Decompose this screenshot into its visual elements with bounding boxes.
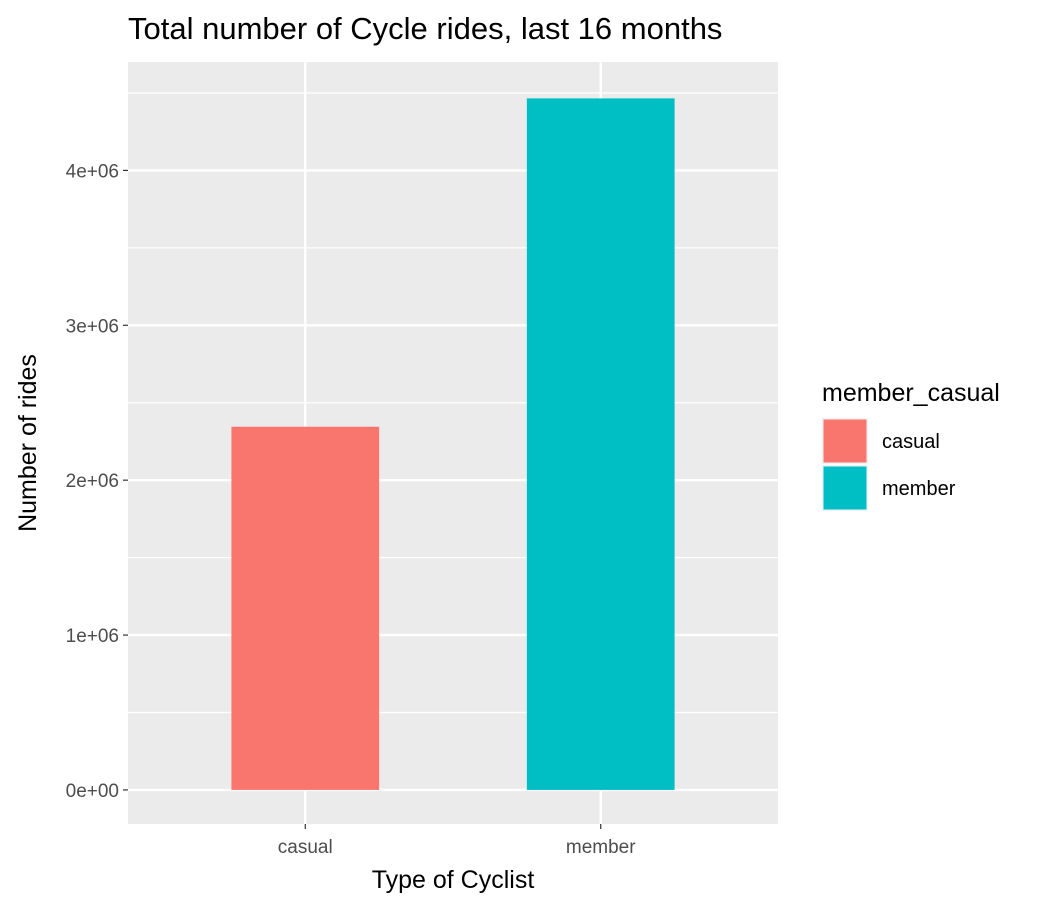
legend-label-casual: casual <box>882 431 940 453</box>
y-tick-label: 2e+06 <box>66 471 119 492</box>
y-axis: 0e+00 1e+06 2e+06 3e+06 4e+06 <box>66 161 128 802</box>
plot-panel <box>128 62 778 824</box>
legend: member_casual casual member <box>822 379 1000 511</box>
x-tick-label: casual <box>278 837 333 858</box>
y-tick-label: 4e+06 <box>66 161 119 182</box>
y-axis-title: Number of rides <box>14 354 42 532</box>
chart-title: Total number of Cycle rides, last 16 mon… <box>128 11 722 46</box>
x-axis-title: Type of Cyclist <box>372 866 535 894</box>
bars <box>231 98 675 790</box>
legend-key-swatch <box>823 419 867 463</box>
legend-label-member: member <box>882 478 956 500</box>
x-axis: casual member <box>278 824 636 858</box>
x-tick-label: member <box>566 837 636 858</box>
bar-casual <box>231 426 380 790</box>
y-tick-label: 3e+06 <box>66 316 119 337</box>
legend-key-swatch <box>823 466 867 510</box>
legend-title: member_casual <box>822 379 1000 407</box>
y-tick-label: 1e+06 <box>66 626 119 647</box>
y-tick-label: 0e+00 <box>66 781 119 802</box>
bar-member <box>526 98 675 790</box>
